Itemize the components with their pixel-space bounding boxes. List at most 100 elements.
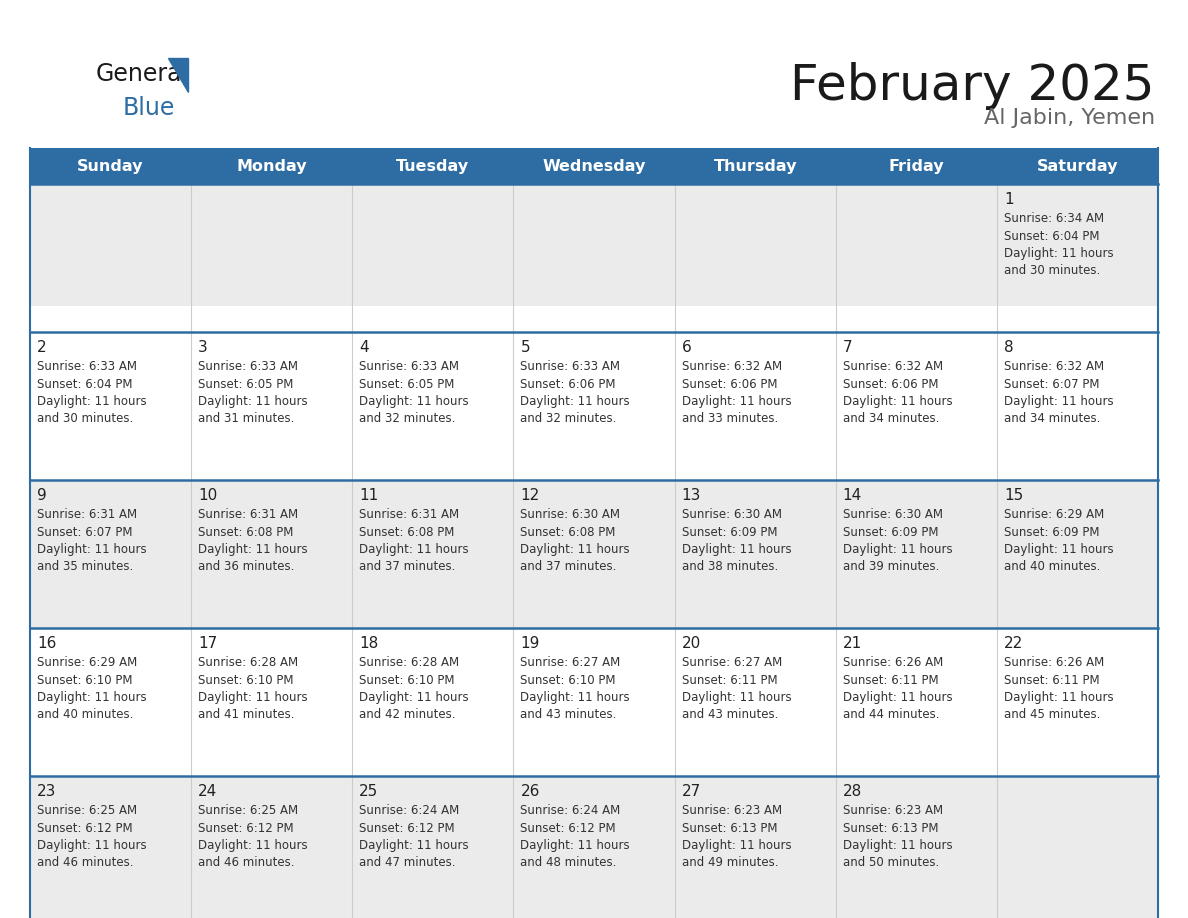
Text: Daylight: 11 hours: Daylight: 11 hours: [1004, 247, 1113, 260]
Text: 18: 18: [359, 636, 379, 651]
Text: 5: 5: [520, 340, 530, 355]
Text: 11: 11: [359, 488, 379, 503]
Text: 24: 24: [198, 784, 217, 799]
Text: Sunrise: 6:29 AM: Sunrise: 6:29 AM: [37, 656, 138, 669]
Text: Daylight: 11 hours: Daylight: 11 hours: [1004, 395, 1113, 408]
Text: and 37 minutes.: and 37 minutes.: [520, 561, 617, 574]
Text: and 34 minutes.: and 34 minutes.: [1004, 412, 1100, 426]
Text: Sunset: 6:07 PM: Sunset: 6:07 PM: [37, 525, 133, 539]
Text: Daylight: 11 hours: Daylight: 11 hours: [359, 691, 469, 704]
Text: Daylight: 11 hours: Daylight: 11 hours: [37, 543, 146, 556]
Text: and 32 minutes.: and 32 minutes.: [359, 412, 456, 426]
Text: Daylight: 11 hours: Daylight: 11 hours: [198, 543, 308, 556]
Text: Sunrise: 6:33 AM: Sunrise: 6:33 AM: [37, 360, 137, 373]
Text: Daylight: 11 hours: Daylight: 11 hours: [520, 691, 630, 704]
Text: Daylight: 11 hours: Daylight: 11 hours: [520, 543, 630, 556]
Text: Sunrise: 6:30 AM: Sunrise: 6:30 AM: [520, 508, 620, 521]
Text: Sunset: 6:08 PM: Sunset: 6:08 PM: [198, 525, 293, 539]
Text: Sunrise: 6:28 AM: Sunrise: 6:28 AM: [198, 656, 298, 669]
Text: and 35 minutes.: and 35 minutes.: [37, 561, 133, 574]
Text: 12: 12: [520, 488, 539, 503]
Text: Sunrise: 6:25 AM: Sunrise: 6:25 AM: [37, 804, 137, 817]
Text: Sunset: 6:10 PM: Sunset: 6:10 PM: [37, 674, 133, 687]
Text: Sunrise: 6:30 AM: Sunrise: 6:30 AM: [842, 508, 943, 521]
Text: 2: 2: [37, 340, 46, 355]
Text: Sunset: 6:10 PM: Sunset: 6:10 PM: [359, 674, 455, 687]
Text: and 49 minutes.: and 49 minutes.: [682, 856, 778, 869]
Text: 13: 13: [682, 488, 701, 503]
Text: Daylight: 11 hours: Daylight: 11 hours: [682, 839, 791, 852]
Text: and 33 minutes.: and 33 minutes.: [682, 412, 778, 426]
Text: 20: 20: [682, 636, 701, 651]
Text: Monday: Monday: [236, 159, 307, 174]
Text: and 45 minutes.: and 45 minutes.: [1004, 709, 1100, 722]
Text: and 39 minutes.: and 39 minutes.: [842, 561, 939, 574]
Text: 22: 22: [1004, 636, 1023, 651]
Text: Sunset: 6:09 PM: Sunset: 6:09 PM: [842, 525, 939, 539]
Bar: [30, 628, 1158, 776]
Text: Daylight: 11 hours: Daylight: 11 hours: [1004, 691, 1113, 704]
Text: Tuesday: Tuesday: [397, 159, 469, 174]
Text: and 37 minutes.: and 37 minutes.: [359, 561, 456, 574]
Text: Friday: Friday: [889, 159, 944, 174]
Text: Sunset: 6:06 PM: Sunset: 6:06 PM: [842, 377, 939, 390]
Text: Sunrise: 6:24 AM: Sunrise: 6:24 AM: [359, 804, 460, 817]
Text: and 34 minutes.: and 34 minutes.: [842, 412, 939, 426]
Text: Daylight: 11 hours: Daylight: 11 hours: [198, 839, 308, 852]
Text: Sunset: 6:10 PM: Sunset: 6:10 PM: [520, 674, 615, 687]
Text: Daylight: 11 hours: Daylight: 11 hours: [520, 395, 630, 408]
Text: Daylight: 11 hours: Daylight: 11 hours: [37, 839, 146, 852]
Text: Sunrise: 6:24 AM: Sunrise: 6:24 AM: [520, 804, 620, 817]
Text: 27: 27: [682, 784, 701, 799]
Text: and 43 minutes.: and 43 minutes.: [682, 709, 778, 722]
Text: Sunrise: 6:33 AM: Sunrise: 6:33 AM: [359, 360, 460, 373]
Text: Sunset: 6:04 PM: Sunset: 6:04 PM: [37, 377, 133, 390]
Text: Daylight: 11 hours: Daylight: 11 hours: [682, 395, 791, 408]
Text: and 50 minutes.: and 50 minutes.: [842, 856, 939, 869]
Text: and 44 minutes.: and 44 minutes.: [842, 709, 940, 722]
Text: and 30 minutes.: and 30 minutes.: [37, 412, 133, 426]
Text: and 38 minutes.: and 38 minutes.: [682, 561, 778, 574]
Text: 7: 7: [842, 340, 852, 355]
Text: Thursday: Thursday: [713, 159, 797, 174]
Text: Sunrise: 6:26 AM: Sunrise: 6:26 AM: [1004, 656, 1104, 669]
Bar: [30, 776, 1158, 918]
Text: and 46 minutes.: and 46 minutes.: [37, 856, 133, 869]
Text: and 43 minutes.: and 43 minutes.: [520, 709, 617, 722]
Text: 23: 23: [37, 784, 56, 799]
Text: Sunset: 6:12 PM: Sunset: 6:12 PM: [37, 822, 133, 834]
Text: 25: 25: [359, 784, 379, 799]
Text: Daylight: 11 hours: Daylight: 11 hours: [198, 691, 308, 704]
Text: Sunset: 6:06 PM: Sunset: 6:06 PM: [682, 377, 777, 390]
Text: Sunset: 6:09 PM: Sunset: 6:09 PM: [682, 525, 777, 539]
Text: Sunset: 6:06 PM: Sunset: 6:06 PM: [520, 377, 615, 390]
Text: and 41 minutes.: and 41 minutes.: [198, 709, 295, 722]
Text: Daylight: 11 hours: Daylight: 11 hours: [842, 543, 953, 556]
Text: Sunrise: 6:29 AM: Sunrise: 6:29 AM: [1004, 508, 1104, 521]
Text: and 40 minutes.: and 40 minutes.: [37, 709, 133, 722]
Text: Sunset: 6:09 PM: Sunset: 6:09 PM: [1004, 525, 1099, 539]
Text: Daylight: 11 hours: Daylight: 11 hours: [842, 395, 953, 408]
Text: February 2025: February 2025: [790, 62, 1155, 110]
Text: Sunrise: 6:28 AM: Sunrise: 6:28 AM: [359, 656, 460, 669]
Text: and 32 minutes.: and 32 minutes.: [520, 412, 617, 426]
Text: Daylight: 11 hours: Daylight: 11 hours: [37, 691, 146, 704]
Text: Sunrise: 6:31 AM: Sunrise: 6:31 AM: [37, 508, 137, 521]
Text: Sunrise: 6:31 AM: Sunrise: 6:31 AM: [359, 508, 460, 521]
Text: Daylight: 11 hours: Daylight: 11 hours: [682, 691, 791, 704]
Text: General: General: [96, 62, 189, 86]
Text: Sunrise: 6:33 AM: Sunrise: 6:33 AM: [198, 360, 298, 373]
Text: Sunrise: 6:32 AM: Sunrise: 6:32 AM: [1004, 360, 1104, 373]
Bar: [30, 332, 1158, 480]
Polygon shape: [168, 58, 188, 92]
Text: 9: 9: [37, 488, 46, 503]
Text: 4: 4: [359, 340, 369, 355]
Text: Sunrise: 6:32 AM: Sunrise: 6:32 AM: [682, 360, 782, 373]
Text: Daylight: 11 hours: Daylight: 11 hours: [37, 395, 146, 408]
Text: 28: 28: [842, 784, 862, 799]
Text: and 31 minutes.: and 31 minutes.: [198, 412, 295, 426]
Text: 15: 15: [1004, 488, 1023, 503]
Text: Sunrise: 6:33 AM: Sunrise: 6:33 AM: [520, 360, 620, 373]
Text: and 48 minutes.: and 48 minutes.: [520, 856, 617, 869]
Text: Sunset: 6:08 PM: Sunset: 6:08 PM: [520, 525, 615, 539]
